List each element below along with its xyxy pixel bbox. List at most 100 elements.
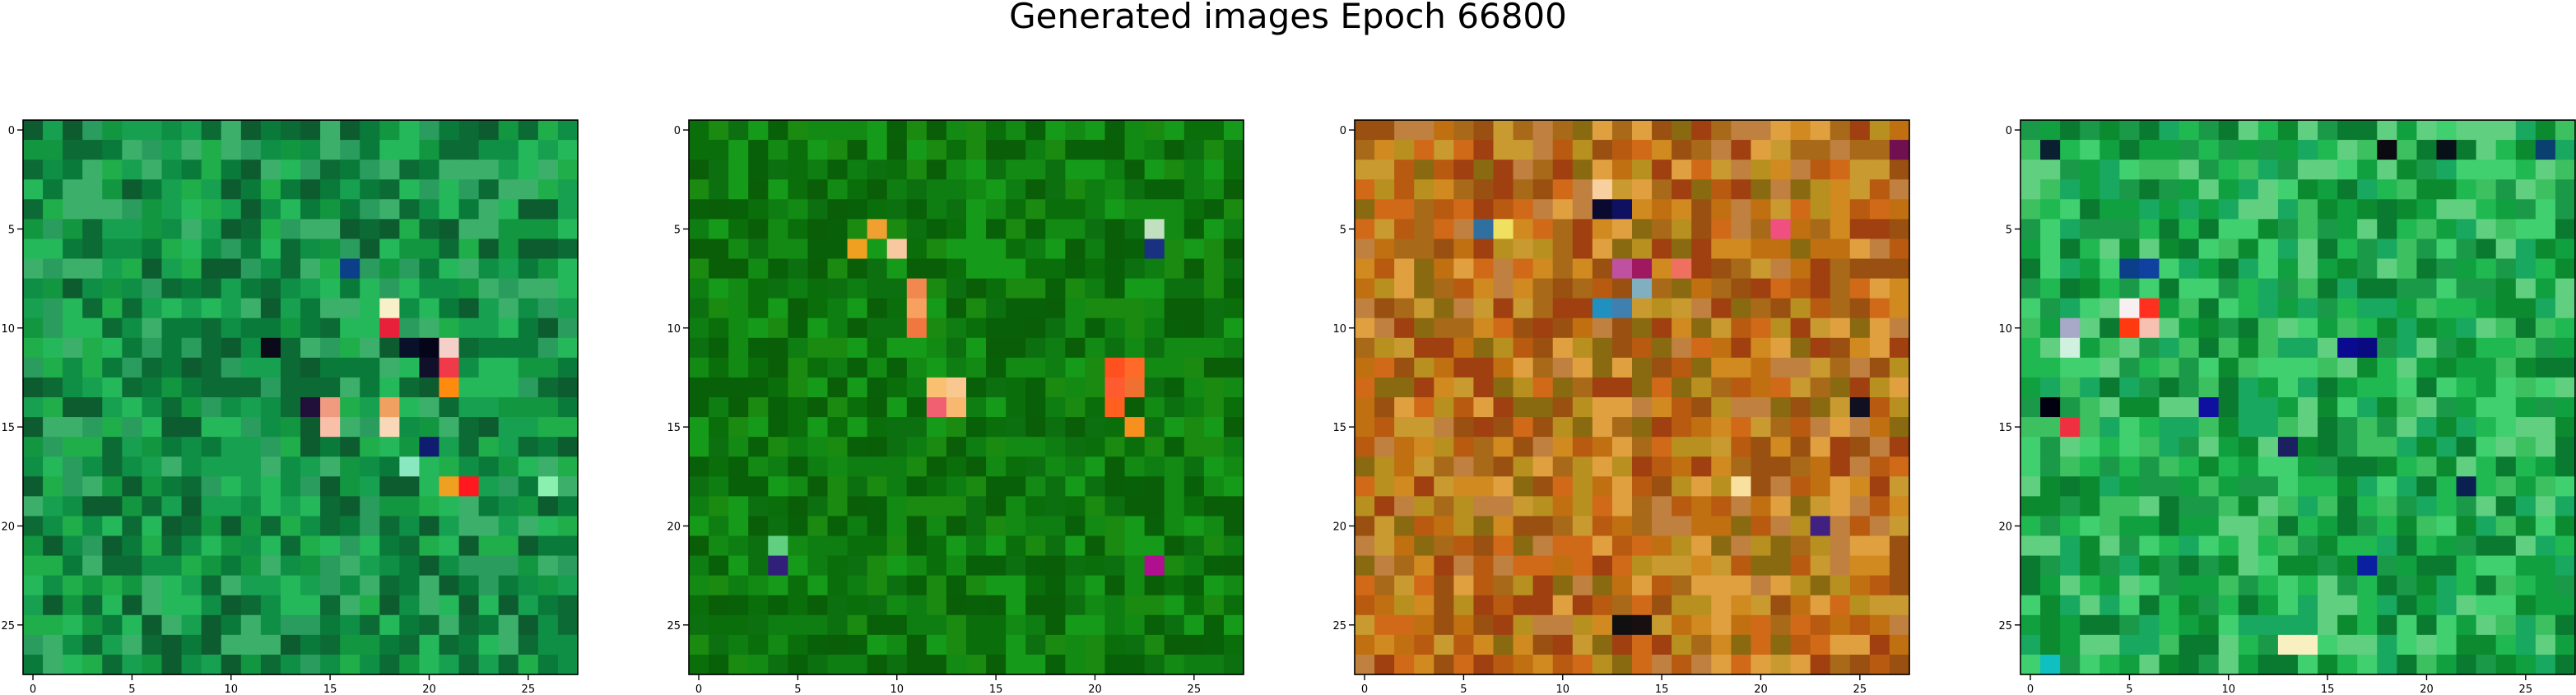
pixel [122,496,143,517]
pixel [260,614,281,636]
pixel [181,397,202,418]
pixel [43,298,63,319]
pixel [537,199,559,220]
pixel [240,298,262,319]
pixel [557,357,579,378]
pixel [201,614,222,636]
pixel [23,239,44,260]
pixel [181,634,202,656]
pixel [419,337,440,359]
pixel [102,160,123,180]
pixel [280,634,301,656]
pixel [23,476,44,497]
pixel [419,654,440,675]
pixel [260,239,281,260]
pixel [142,357,163,378]
pixel [260,476,281,497]
pixel [102,337,123,359]
pixel [43,496,63,517]
pixel [63,377,83,398]
pixel [43,476,63,497]
pixel [43,140,63,160]
pixel [122,377,143,398]
pixel [280,160,301,180]
pixel [201,160,222,180]
pixel [537,496,559,517]
pixel [537,377,559,398]
pixel [320,634,341,656]
pixel [360,160,380,180]
pixel [43,278,63,299]
pixel [161,317,183,339]
pixel [557,595,579,616]
pixel [557,219,579,240]
pixel [557,120,579,141]
pixel [537,516,559,537]
pixel [82,634,103,656]
pixel [518,357,539,378]
pixel [280,417,301,438]
pixel [142,535,163,557]
pixel [300,258,321,280]
pixel [419,219,440,240]
pixel [340,160,360,180]
pixel [498,496,519,517]
pixel [439,417,460,438]
x-tick-label: 0 [30,683,36,695]
pixel [518,634,539,656]
pixel [161,239,183,260]
pixel [419,575,440,596]
pixel [518,120,539,141]
pixel [458,298,480,319]
pixel [419,535,440,557]
pixel [478,278,500,299]
pixel [458,614,480,636]
pixel [320,337,341,359]
pixel [340,317,360,339]
pixel [82,140,103,160]
pixel [379,654,400,675]
pixel [280,377,301,398]
pixel [102,357,123,378]
pixel [260,437,281,457]
pixel [379,239,400,260]
pixel [379,575,400,596]
pixel [102,595,123,616]
pixel [498,456,519,477]
pixel [340,575,360,596]
pixel [221,298,242,319]
pixel [63,456,83,477]
pixel [498,337,519,359]
pixel [518,397,539,418]
pixel [458,476,480,497]
pixel [478,160,500,180]
pixel [122,516,143,537]
pixel [439,219,460,240]
pixel [498,239,519,260]
pixel [320,120,341,141]
pixel [43,575,63,596]
pixel [142,397,163,418]
pixel [43,258,63,280]
pixel [181,654,202,675]
pixel [320,317,341,339]
axes-frame [22,119,579,675]
pixel [320,140,341,160]
pixel [399,278,421,299]
x-tick-label: 10 [224,683,238,695]
pixel [478,258,500,280]
pixel [161,357,183,378]
pixel [161,278,183,299]
pixel [102,199,123,220]
pixel [23,634,44,656]
pixel [300,298,321,319]
pixel [181,595,202,616]
pixel [260,456,281,477]
pixel [82,595,103,616]
pixel [240,278,262,299]
pixel [240,120,262,141]
pixel [537,437,559,457]
pixel [557,535,579,557]
pixel [379,377,400,398]
pixel [300,555,321,577]
